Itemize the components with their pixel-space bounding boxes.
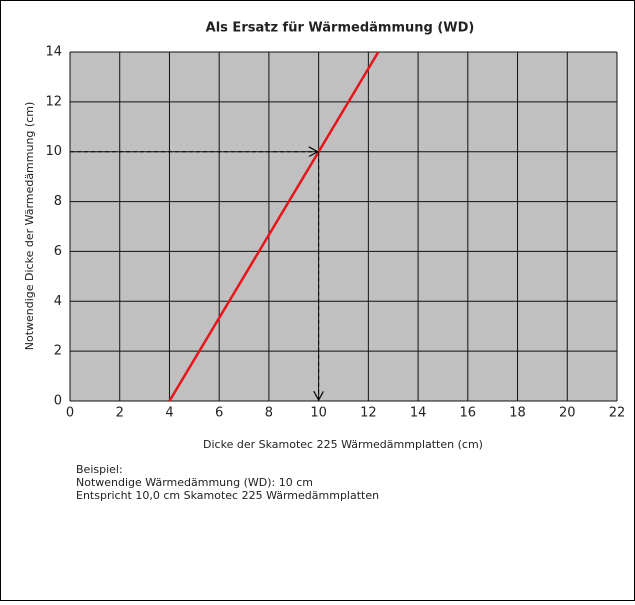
y-tick-label: 8 [54,194,62,209]
x-tick-label: 22 [609,406,626,421]
y-tick-label: 12 [45,94,62,109]
y-tick-label: 0 [54,394,62,409]
y-tick-label: 10 [45,144,62,159]
note: Beispiel: [76,463,123,476]
y-tick-label: 6 [54,244,62,259]
x-tick-label: 20 [559,406,576,421]
x-tick-label: 0 [66,406,74,421]
x-tick-label: 14 [410,406,427,421]
x-tick-label: 12 [360,406,377,421]
chart-title: Als Ersatz für Wärmedämmung (WD) [206,21,475,36]
note: Entspricht 10,0 cm Skamotec 225 Wärmedäm… [76,489,379,502]
x-tick-label: 6 [215,406,223,421]
x-tick-label: 8 [265,406,273,421]
y-tick-label: 14 [45,45,62,60]
plot-area [70,52,617,401]
y-tick-label: 2 [54,344,62,359]
x-tick-label: 16 [460,406,477,421]
y-tick-label: 4 [54,294,62,309]
x-tick-label: 18 [509,406,526,421]
x-axis-label: Dicke der Skamotec 225 Wärmedämmplatten … [203,438,483,451]
x-tick-label: 4 [165,406,173,421]
x-tick-label: 10 [310,406,327,421]
y-axis-label: Notwendige Dicke der Wärmedämmung (cm) [23,102,36,351]
note: Notwendige Wärmedämmung (WD): 10 cm [76,476,313,489]
x-tick-label: 2 [116,406,124,421]
